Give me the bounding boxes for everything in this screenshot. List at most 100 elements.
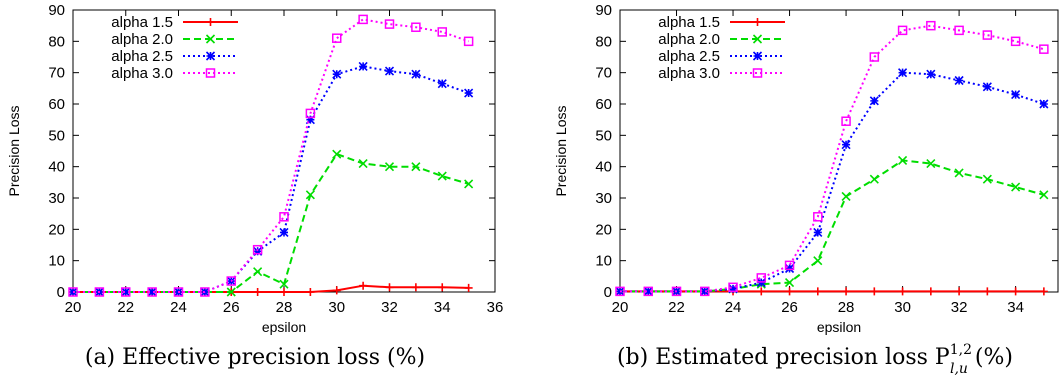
y-tick-label: 50 — [595, 127, 612, 144]
data-point — [1039, 190, 1049, 200]
data-point — [253, 267, 263, 277]
data-point — [841, 116, 851, 126]
data-point — [68, 287, 78, 297]
legend-label: alpha 3.0 — [658, 65, 720, 82]
y-tick-label: 10 — [48, 253, 65, 270]
x-tick-label: 26 — [781, 299, 798, 316]
data-point — [757, 287, 766, 296]
legend-marker — [206, 18, 215, 26]
data-point — [464, 283, 473, 292]
caption-b: (b) Estimated precision loss P1,2 l,u (%) — [617, 342, 1013, 377]
data-point — [437, 171, 447, 181]
y-tick-label: 40 — [595, 159, 612, 176]
data-point — [1039, 44, 1049, 54]
x-tick-label: 30 — [328, 299, 345, 316]
data-point — [869, 174, 879, 184]
data-point — [1039, 99, 1049, 109]
data-point — [898, 155, 908, 165]
data-point — [898, 68, 908, 78]
data-point — [280, 288, 288, 296]
data-point — [869, 52, 880, 62]
data-point — [813, 227, 823, 238]
data-point — [121, 287, 131, 297]
data-point — [279, 227, 289, 238]
data-point — [411, 69, 421, 79]
data-point — [226, 276, 236, 286]
legend-label: alpha 2.0 — [111, 31, 173, 48]
x-tick-label: 32 — [951, 299, 968, 316]
y-tick-label: 80 — [48, 33, 65, 50]
series-alpha-3-0 — [615, 20, 1049, 297]
legend-marker — [205, 68, 216, 78]
caption-b-main: (b) Estimated precision loss P — [617, 345, 950, 370]
data-point — [700, 286, 710, 296]
data-point — [384, 66, 395, 76]
data-point — [813, 256, 823, 266]
legend-marker — [205, 34, 216, 44]
data-point — [147, 287, 157, 297]
data-point — [200, 287, 210, 297]
series-alpha-3-0 — [68, 14, 474, 297]
data-point — [926, 69, 936, 79]
data-point — [464, 179, 474, 189]
y-tick-label: 50 — [48, 127, 65, 144]
data-point — [643, 286, 653, 296]
data-point — [226, 287, 236, 297]
y-axis-label: Precision Loss — [553, 105, 569, 196]
data-point — [841, 140, 851, 150]
data-point — [784, 260, 795, 271]
data-point — [253, 246, 263, 256]
data-point — [926, 20, 936, 31]
data-point — [305, 190, 315, 200]
x-tick-label: 26 — [223, 299, 240, 316]
data-point — [897, 25, 908, 36]
caption-b-sub: l,u — [950, 361, 968, 377]
series-alpha-2-0 — [615, 155, 1049, 296]
chart-panel-b: 0 10 20 30 40 50 60 70 80 90 20 22 24 26 28 30 32 34 epsil… — [553, 2, 1059, 335]
x-tick-label: 20 — [612, 299, 629, 316]
data-point — [926, 287, 935, 296]
x-tick-label: 22 — [668, 299, 685, 316]
y-tick-label: 60 — [48, 96, 65, 113]
y-tick-label: 20 — [595, 221, 612, 238]
data-point — [305, 108, 316, 119]
data-point — [94, 287, 105, 297]
x-tick-label: 22 — [117, 299, 134, 316]
data-point — [671, 286, 682, 297]
data-point — [358, 14, 368, 25]
x-tick-label: 32 — [381, 299, 398, 316]
x-axis-label: epsilon — [262, 319, 306, 335]
y-tick-label: 0 — [604, 284, 612, 301]
legend-label: alpha 3.0 — [111, 65, 173, 82]
data-point — [411, 22, 421, 32]
y-tick-label: 90 — [595, 2, 612, 19]
data-point — [279, 212, 289, 222]
x-tick-label: 24 — [170, 299, 187, 316]
legend-label: alpha 1.5 — [658, 14, 720, 31]
data-point — [437, 79, 447, 89]
data-point — [785, 287, 794, 296]
x-tick-label: 28 — [276, 299, 293, 316]
y-tick-label: 20 — [48, 221, 65, 238]
data-point — [252, 244, 263, 255]
series-alpha-2-5 — [615, 68, 1049, 296]
data-point — [728, 282, 738, 293]
data-point — [784, 278, 795, 288]
data-point — [1039, 287, 1048, 296]
data-point — [438, 283, 447, 292]
data-point — [332, 286, 341, 295]
data-point — [306, 288, 315, 296]
y-tick-label: 80 — [595, 33, 612, 50]
data-point — [954, 75, 964, 86]
y-tick-label: 30 — [48, 190, 65, 207]
data-point — [926, 158, 936, 169]
data-point — [173, 287, 184, 297]
data-point — [728, 284, 738, 294]
y-tick-label: 70 — [48, 65, 65, 82]
data-point — [841, 191, 851, 201]
series-line — [620, 71, 1045, 293]
data-point — [359, 281, 368, 290]
caption-b-tail: (%) — [968, 345, 1013, 370]
data-point — [813, 212, 823, 222]
